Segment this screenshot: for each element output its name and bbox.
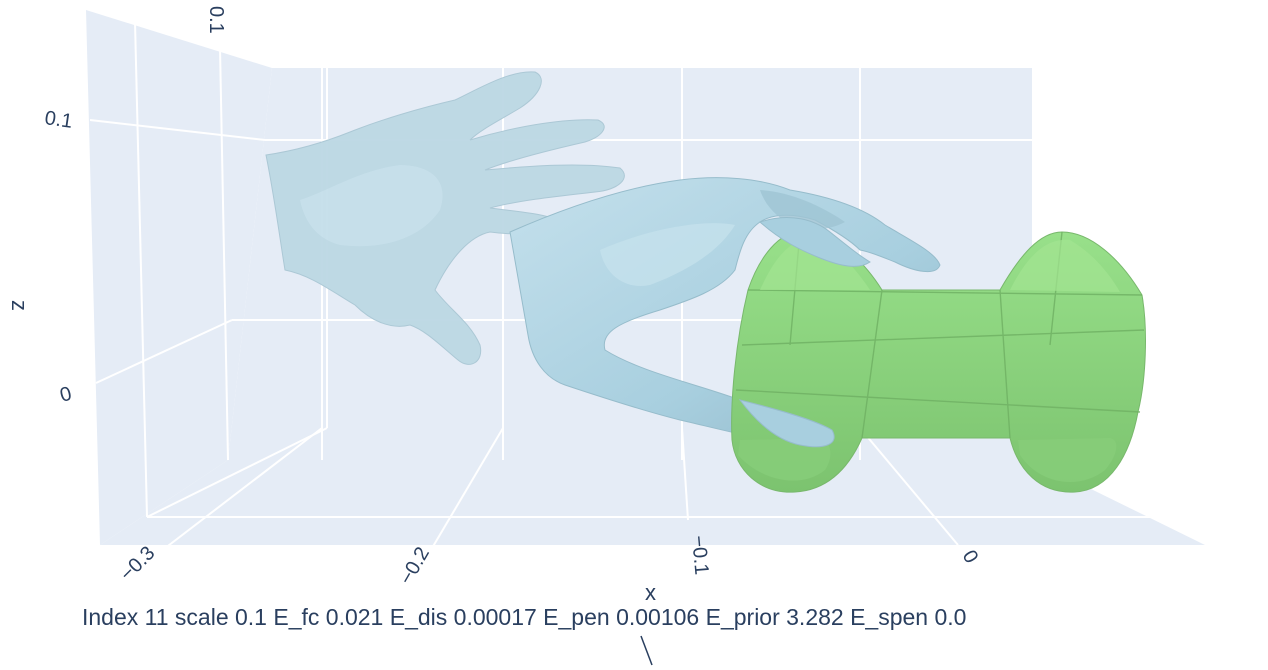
hand-mesh-final xyxy=(509,177,941,448)
y-axis-stub xyxy=(640,635,653,666)
x-axis-title: x xyxy=(645,580,656,605)
x-tick-minus-0-3: −0.3 xyxy=(116,542,159,585)
hand-mesh-initial xyxy=(265,71,625,365)
grid-lines xyxy=(89,21,1160,583)
z-tick-top: 0.1 xyxy=(205,6,227,34)
hand-fingers-front xyxy=(738,216,871,448)
x-tick-minus-0-2: −0.2 xyxy=(395,543,434,588)
left-wall-pane xyxy=(86,10,272,545)
floor-pane xyxy=(100,460,1205,545)
x-tick-zero: 0 xyxy=(958,547,983,568)
z-tick-zero: 0 xyxy=(58,383,74,407)
z-axis-ticks: 0.1 0.1 0 xyxy=(43,6,227,407)
z-tick-upper: 0.1 xyxy=(43,107,74,133)
z-axis-title: z xyxy=(7,300,32,311)
x-tick-minus-0-1: −0.1 xyxy=(687,535,712,576)
object-mesh xyxy=(731,231,1146,493)
chart-caption: Index 11 scale 0.1 E_fc 0.021 E_dis 0.00… xyxy=(82,604,967,630)
